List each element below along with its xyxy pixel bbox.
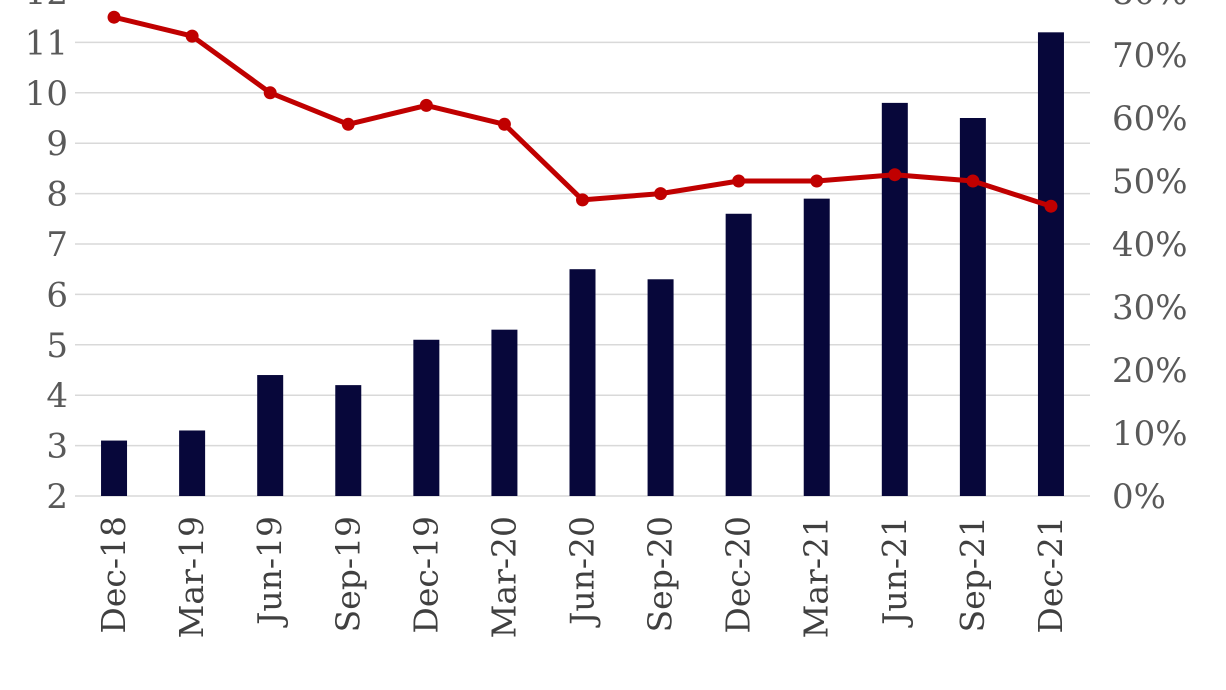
line-point	[888, 168, 902, 182]
line-point	[497, 117, 511, 131]
line-point	[810, 174, 824, 188]
x-tick-label: Jun-19	[250, 516, 289, 628]
right-tick-label: 40%	[1112, 225, 1188, 265]
x-tick-label: Sep-20	[641, 516, 680, 632]
left-tick-label: 6	[46, 275, 68, 315]
x-tick-label: Jun-21	[875, 516, 914, 628]
line-point	[419, 98, 433, 112]
line-series	[107, 10, 1058, 213]
x-tick-label: Mar-19	[172, 516, 211, 638]
line-point	[107, 10, 121, 24]
right-tick-label: 80%	[1112, 0, 1188, 13]
line-point	[654, 187, 668, 201]
x-tick-label: Sep-21	[953, 516, 992, 632]
left-tick-label: 2	[46, 477, 68, 517]
x-tick-label: Mar-21	[797, 516, 836, 638]
right-tick-label: 60%	[1112, 99, 1188, 139]
right-tick-label: 50%	[1112, 162, 1188, 202]
line-path	[113, 14, 1052, 209]
line-point	[966, 174, 980, 188]
right-tick-label: 20%	[1112, 351, 1188, 391]
line-point	[1044, 199, 1058, 213]
right-tick-label: 30%	[1112, 288, 1188, 328]
left-tick-label: 4	[46, 376, 68, 416]
right-tick-label: 10%	[1112, 414, 1188, 454]
bar	[257, 375, 284, 496]
line-point	[732, 174, 746, 188]
line-point	[576, 193, 589, 207]
bar	[569, 269, 596, 496]
left-tick-label: 3	[46, 427, 68, 467]
left-tick-label: 9	[46, 124, 68, 164]
bar	[179, 430, 206, 496]
x-tick-label: Dec-19	[406, 516, 445, 634]
left-tick-label: 7	[46, 225, 68, 265]
bar	[413, 339, 440, 496]
right-tick-label: 0%	[1112, 477, 1166, 517]
line-point	[341, 117, 355, 131]
left-axis-ticks: 2 3 4 5 6 7 8 9 10 11 12	[25, 0, 68, 517]
right-tick-label: 70%	[1112, 36, 1188, 76]
bar	[803, 198, 830, 496]
x-tick-label: Sep-19	[328, 516, 367, 632]
left-tick-label: 11	[25, 23, 68, 63]
left-tick-label: 10	[25, 74, 68, 114]
bar	[1037, 32, 1064, 496]
left-tick-label: 8	[46, 175, 68, 215]
left-tick-label: 5	[46, 326, 68, 366]
x-tick-label: Mar-20	[484, 516, 523, 638]
line-point	[185, 29, 199, 43]
line-point	[263, 86, 277, 100]
left-tick-label: 12	[25, 0, 68, 13]
bar	[725, 213, 752, 496]
bar	[101, 440, 128, 496]
bar-series	[101, 32, 1064, 496]
x-tick-label: Dec-20	[719, 516, 758, 634]
bar	[335, 385, 362, 496]
x-tick-label: Jun-20	[563, 516, 602, 628]
x-axis-ticks: Dec-18 Mar-19 Jun-19 Sep-19 Dec-19 Mar-20 Jun-…	[94, 516, 1070, 638]
bar	[491, 329, 518, 496]
bar	[647, 279, 674, 496]
bar	[881, 102, 908, 496]
x-tick-label: Dec-18	[94, 516, 133, 634]
x-tick-label: Dec-21	[1031, 516, 1070, 634]
right-axis-ticks: 0% 10% 20% 30% 40% 50% 60% 70% 80%	[1112, 0, 1188, 517]
